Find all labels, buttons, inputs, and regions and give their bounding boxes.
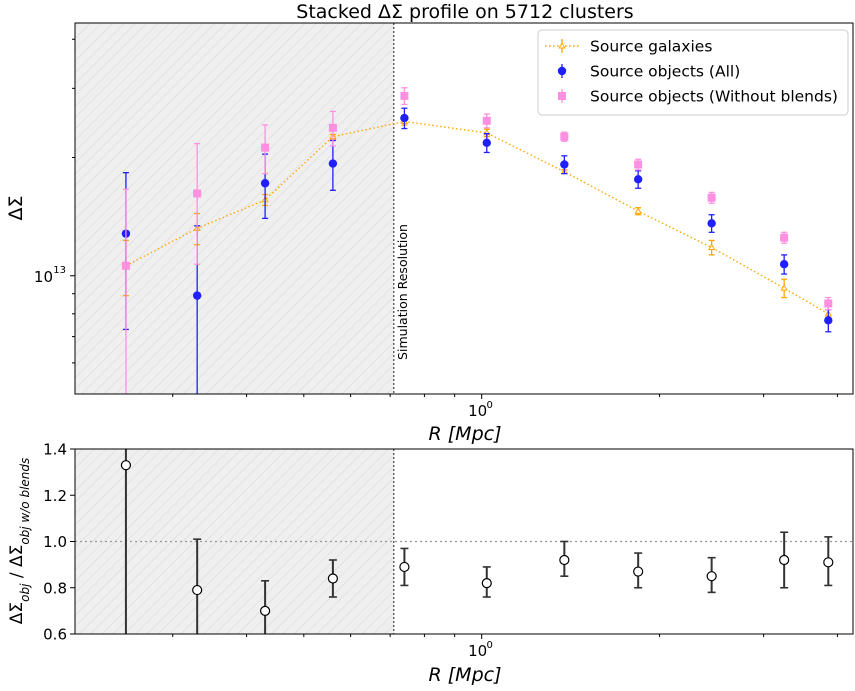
top-x-tick: 10 0: [172, 394, 838, 420]
series-2-point: [824, 299, 833, 308]
legend-label: Source objects (All): [590, 63, 740, 81]
y-tick-label: 1.4: [43, 441, 67, 459]
ratio-point-group: [559, 540, 570, 577]
series-2-point: [400, 91, 409, 100]
ratio-point-group: [120, 449, 132, 634]
top-plot-marks: [121, 87, 833, 394]
y-tick-label: 0.8: [43, 579, 67, 597]
series-0-point: [634, 207, 642, 214]
legend-marker: [558, 41, 566, 49]
bottom-x-axis-label: R [Mpc]: [429, 664, 502, 686]
y-tick-label: 1.2: [43, 487, 67, 505]
series-2-point: [634, 160, 643, 169]
series-1-point: [192, 291, 202, 300]
ratio-point: [120, 460, 132, 471]
y-tick-label-exponent: 13: [53, 265, 66, 276]
ratio-point: [823, 557, 834, 568]
legend-box: [537, 29, 849, 116]
series-2-point: [328, 123, 337, 132]
series-2-point: [193, 189, 202, 198]
series-1-point: [400, 113, 409, 123]
bottom-panel: 10 0 0.6 0.8 1.0 1.2 1.4 R [Mpc] ΔΣobj / ΔΣob…: [7, 441, 854, 686]
series-2-point: [707, 193, 716, 202]
ratio-point-group: [327, 559, 338, 598]
ratio-point: [399, 561, 410, 573]
series-1-point: [482, 138, 491, 148]
ratio-point: [192, 584, 203, 596]
bottom-y-ticks: 0.6 0.8 1.0 1.2 1.4: [43, 441, 75, 644]
ratio-point: [559, 554, 570, 566]
ratio-point: [481, 578, 492, 589]
ratio-point: [260, 605, 271, 616]
series-2-point: [261, 143, 270, 152]
series-0-point: [707, 243, 716, 251]
x-tick-label: 10: [468, 642, 487, 660]
series-2: [121, 87, 833, 394]
top-shade-hatch: [75, 23, 394, 394]
legend-marker: [557, 66, 567, 76]
legend-label: Source objects (Without blends): [590, 88, 838, 106]
series-2-point: [780, 233, 789, 242]
simulation-resolution-label: Simulation Resolution: [395, 224, 410, 360]
ratio-point-group: [706, 556, 717, 594]
ratio-point-group: [481, 566, 492, 598]
y-tick-label: 10: [34, 268, 53, 286]
ratio-point-group: [399, 547, 410, 587]
bottom-x-tick: 10 0: [172, 634, 838, 660]
bottom-plot-marks: [120, 449, 834, 634]
x-tick-label: 10: [468, 402, 487, 420]
ratio-point: [633, 566, 644, 577]
top-title: Stacked ΔΣ profile on 5712 clusters: [296, 1, 633, 23]
x-tick-label-exponent: 0: [486, 400, 492, 411]
series-2-point: [482, 116, 491, 125]
legend-label: Source galaxies: [590, 38, 712, 56]
legend-marker: [558, 92, 566, 100]
series-1-point: [779, 260, 789, 269]
ratio-point-group: [633, 552, 644, 589]
y-tick-label: 1.0: [43, 533, 67, 551]
top-shaded-region: [75, 23, 394, 394]
x-tick-label-exponent: 0: [486, 640, 492, 651]
series-2-point: [560, 132, 569, 141]
ratio-point-group: [779, 531, 790, 589]
series-1-point: [560, 160, 569, 169]
series-1-point: [824, 316, 833, 325]
ratio-point: [779, 554, 790, 566]
series-1-point: [707, 219, 716, 228]
ratio-point: [706, 571, 717, 582]
series-1-point: [328, 159, 338, 168]
top-axes-frame: [74, 22, 854, 395]
top-panel: Stacked ΔΣ profile on 5712 clusters Simu…: [5, 1, 854, 445]
ratio-point: [327, 573, 338, 584]
legend: Source galaxies Source objects (All) Sourc…: [537, 29, 849, 116]
series-1-point: [633, 175, 643, 184]
ratio-point-group: [260, 580, 271, 634]
y-tick-label: 0.6: [43, 626, 67, 644]
top-x-axis-label: R [Mpc]: [429, 423, 502, 445]
ratio-point-group: [192, 538, 203, 634]
series-1-point: [260, 179, 270, 188]
ratio-point-group: [823, 536, 834, 587]
top-y-tick: 10 13: [34, 38, 75, 364]
bottom-y-axis-label: ΔΣobj / ΔΣobj w/o blends: [7, 458, 32, 625]
top-y-axis-label: ΔΣ: [5, 195, 27, 220]
series-2-point: [121, 261, 130, 270]
series-0-point: [780, 284, 788, 291]
